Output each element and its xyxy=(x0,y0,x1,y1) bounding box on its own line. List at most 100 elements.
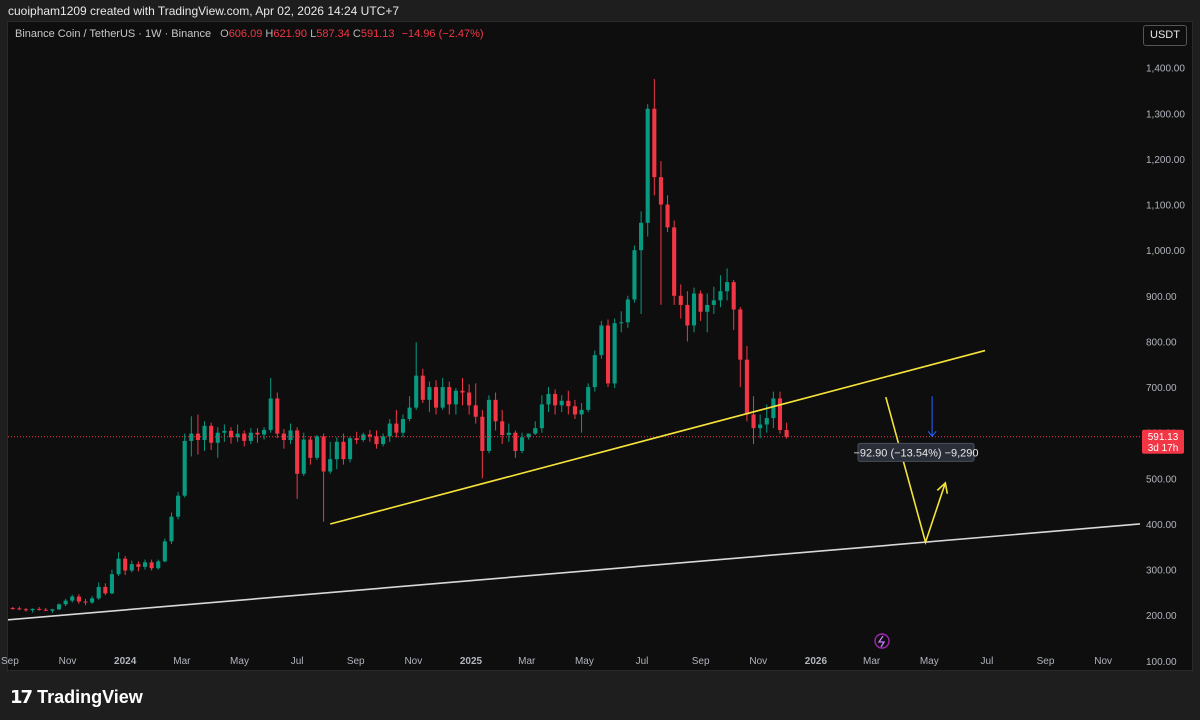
candle-body xyxy=(23,609,29,611)
candle-body xyxy=(672,227,677,296)
candle-body xyxy=(103,586,108,594)
candle xyxy=(255,428,260,443)
candle-body xyxy=(665,204,670,228)
candle-body xyxy=(209,425,214,443)
candle-body xyxy=(129,564,134,571)
y-tick-label: 400.00 xyxy=(1146,520,1177,531)
candle xyxy=(460,377,465,406)
candle-body xyxy=(189,433,194,441)
candle-body xyxy=(37,608,42,610)
y-tick-label: 1,000.00 xyxy=(1146,246,1185,257)
candle-body xyxy=(10,607,15,609)
candle-body xyxy=(751,414,756,429)
candle-body xyxy=(559,400,564,406)
candle xyxy=(209,422,214,451)
candle xyxy=(493,392,498,431)
candle xyxy=(288,423,293,445)
candle xyxy=(632,245,637,303)
candle-body xyxy=(30,608,35,611)
candle xyxy=(63,598,68,607)
candle xyxy=(354,431,359,445)
candle xyxy=(486,395,492,454)
candle xyxy=(672,220,677,305)
candle xyxy=(625,295,630,328)
candle xyxy=(76,594,81,604)
projection-path xyxy=(885,396,947,545)
candle xyxy=(771,391,776,429)
candle xyxy=(612,318,617,388)
projection-arrowhead xyxy=(936,481,949,494)
candle xyxy=(513,430,518,458)
x-tick-label: Nov xyxy=(404,656,422,667)
candle xyxy=(10,607,15,610)
candle xyxy=(156,559,161,570)
candle-body xyxy=(473,405,478,417)
x-tick-label: Jul xyxy=(291,656,304,667)
candle xyxy=(500,409,505,445)
candle xyxy=(321,433,326,522)
candle xyxy=(149,559,154,571)
candle xyxy=(725,268,730,301)
candle xyxy=(480,409,485,479)
candle-body xyxy=(394,423,399,433)
candle-body xyxy=(777,398,783,430)
candle-body xyxy=(301,439,306,474)
candle xyxy=(162,538,167,563)
candle-body xyxy=(658,177,663,205)
symbol-title[interactable]: Binance Coin / TetherUS · 1W · Binance xyxy=(15,28,212,40)
candle-body xyxy=(123,558,128,571)
candle xyxy=(678,284,683,319)
chart-attribution: cuoipham1209 created with TradingView.co… xyxy=(8,4,400,18)
x-tick-label: Nov xyxy=(59,656,77,667)
x-tick-label: Mar xyxy=(518,656,536,667)
candle xyxy=(242,430,247,447)
candle-body xyxy=(572,406,577,415)
open-label: O xyxy=(220,28,229,40)
candle xyxy=(381,433,386,447)
x-tick-label: May xyxy=(575,656,594,667)
candle-body xyxy=(467,392,472,406)
candle-body xyxy=(116,558,121,575)
lightning-icon[interactable] xyxy=(874,633,890,649)
candle-body xyxy=(599,325,604,356)
candle xyxy=(176,492,181,520)
tradingview-footer: 17 TradingView xyxy=(10,686,143,708)
candle-body xyxy=(334,441,339,460)
y-tick-label: 1,300.00 xyxy=(1146,109,1185,120)
candle-body xyxy=(169,516,174,542)
candle-body xyxy=(242,433,247,441)
candle xyxy=(705,293,710,333)
candle xyxy=(711,286,716,315)
candle-body xyxy=(268,398,273,430)
candle-body xyxy=(784,429,789,437)
lightning-icon-circle xyxy=(874,633,890,649)
x-tick-label: Jul xyxy=(981,656,994,667)
candle-body xyxy=(711,300,716,305)
currency-button[interactable]: USDT xyxy=(1143,25,1187,46)
candle-body xyxy=(374,436,379,445)
candle xyxy=(116,552,121,576)
candle xyxy=(275,392,280,439)
candle-body xyxy=(533,428,538,434)
candle-body xyxy=(17,608,22,610)
candle-body xyxy=(400,419,406,433)
candle-body xyxy=(513,432,518,451)
candle-body xyxy=(255,432,260,435)
trendline xyxy=(330,349,986,525)
candle-body xyxy=(645,108,650,223)
candle xyxy=(744,346,749,422)
tradingview-logo-icon: 17 xyxy=(10,686,33,708)
candle xyxy=(407,396,412,422)
candle-body xyxy=(698,293,703,312)
candle xyxy=(758,414,763,439)
candle xyxy=(17,606,22,611)
candle-body xyxy=(109,574,114,594)
candle xyxy=(374,430,379,449)
candle xyxy=(281,429,286,449)
candle-body xyxy=(440,387,445,408)
candle xyxy=(579,403,584,433)
candle-body xyxy=(738,309,743,360)
candle xyxy=(341,433,346,465)
candle xyxy=(553,389,558,415)
